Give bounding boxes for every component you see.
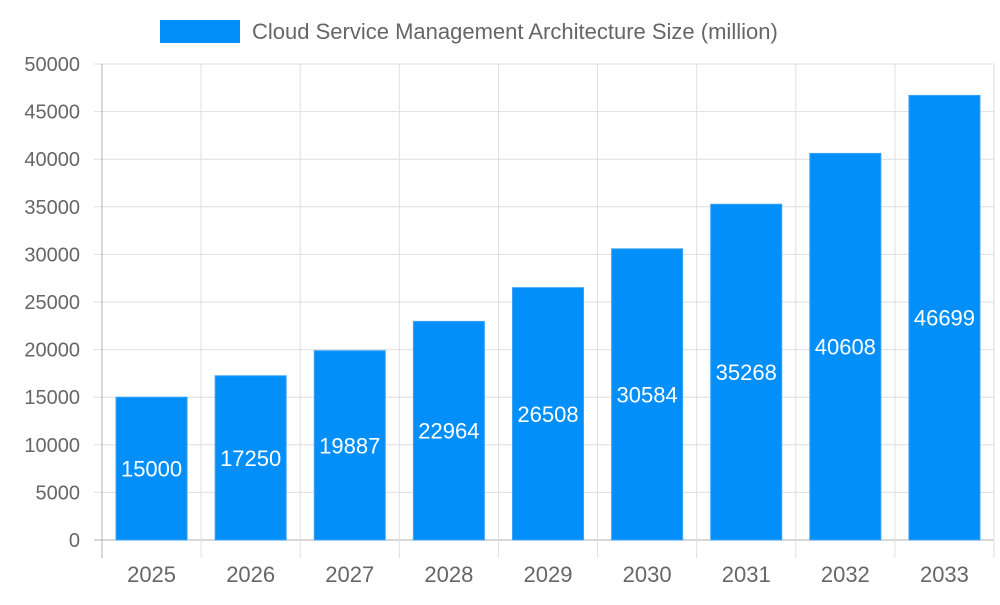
data-label: 26508 xyxy=(517,402,578,427)
legend-label: Cloud Service Management Architecture Si… xyxy=(252,19,778,44)
data-label: 19887 xyxy=(319,433,380,458)
x-tick-label: 2033 xyxy=(920,562,969,587)
bar xyxy=(809,152,882,541)
bar xyxy=(611,248,684,541)
bar xyxy=(214,375,287,541)
x-tick-label: 2032 xyxy=(821,562,870,587)
x-tick-label: 2026 xyxy=(226,562,275,587)
data-label: 46699 xyxy=(914,306,975,331)
x-tick-label: 2025 xyxy=(127,562,176,587)
y-tick-label: 10000 xyxy=(24,435,80,457)
y-tick-label: 25000 xyxy=(24,292,80,314)
bar xyxy=(710,203,783,541)
y-tick-label: 20000 xyxy=(24,340,80,362)
y-tick-label: 30000 xyxy=(24,244,80,266)
x-tick-label: 2030 xyxy=(623,562,672,587)
data-label: 15000 xyxy=(121,457,182,482)
y-tick-label: 40000 xyxy=(24,149,80,171)
bar xyxy=(115,396,188,541)
data-label: 40608 xyxy=(815,335,876,360)
data-label: 22964 xyxy=(418,419,479,444)
data-label: 30584 xyxy=(617,382,678,407)
data-label: 35268 xyxy=(716,360,777,385)
y-tick-label: 15000 xyxy=(24,387,80,409)
y-tick-label: 45000 xyxy=(24,102,80,124)
bar xyxy=(313,350,386,541)
bar xyxy=(512,287,584,541)
y-tick-label: 5000 xyxy=(36,482,81,504)
x-tick-label: 2029 xyxy=(524,562,573,587)
y-tick-label: 0 xyxy=(69,530,80,552)
x-tick-label: 2031 xyxy=(722,562,771,587)
data-label: 17250 xyxy=(220,446,281,471)
x-tick-label: 2028 xyxy=(424,562,473,587)
bar xyxy=(908,94,981,541)
x-tick-label: 2027 xyxy=(325,562,374,587)
legend-swatch xyxy=(160,20,240,43)
bar xyxy=(412,320,485,541)
y-tick-label: 50000 xyxy=(24,54,80,76)
y-tick-label: 35000 xyxy=(24,197,80,219)
